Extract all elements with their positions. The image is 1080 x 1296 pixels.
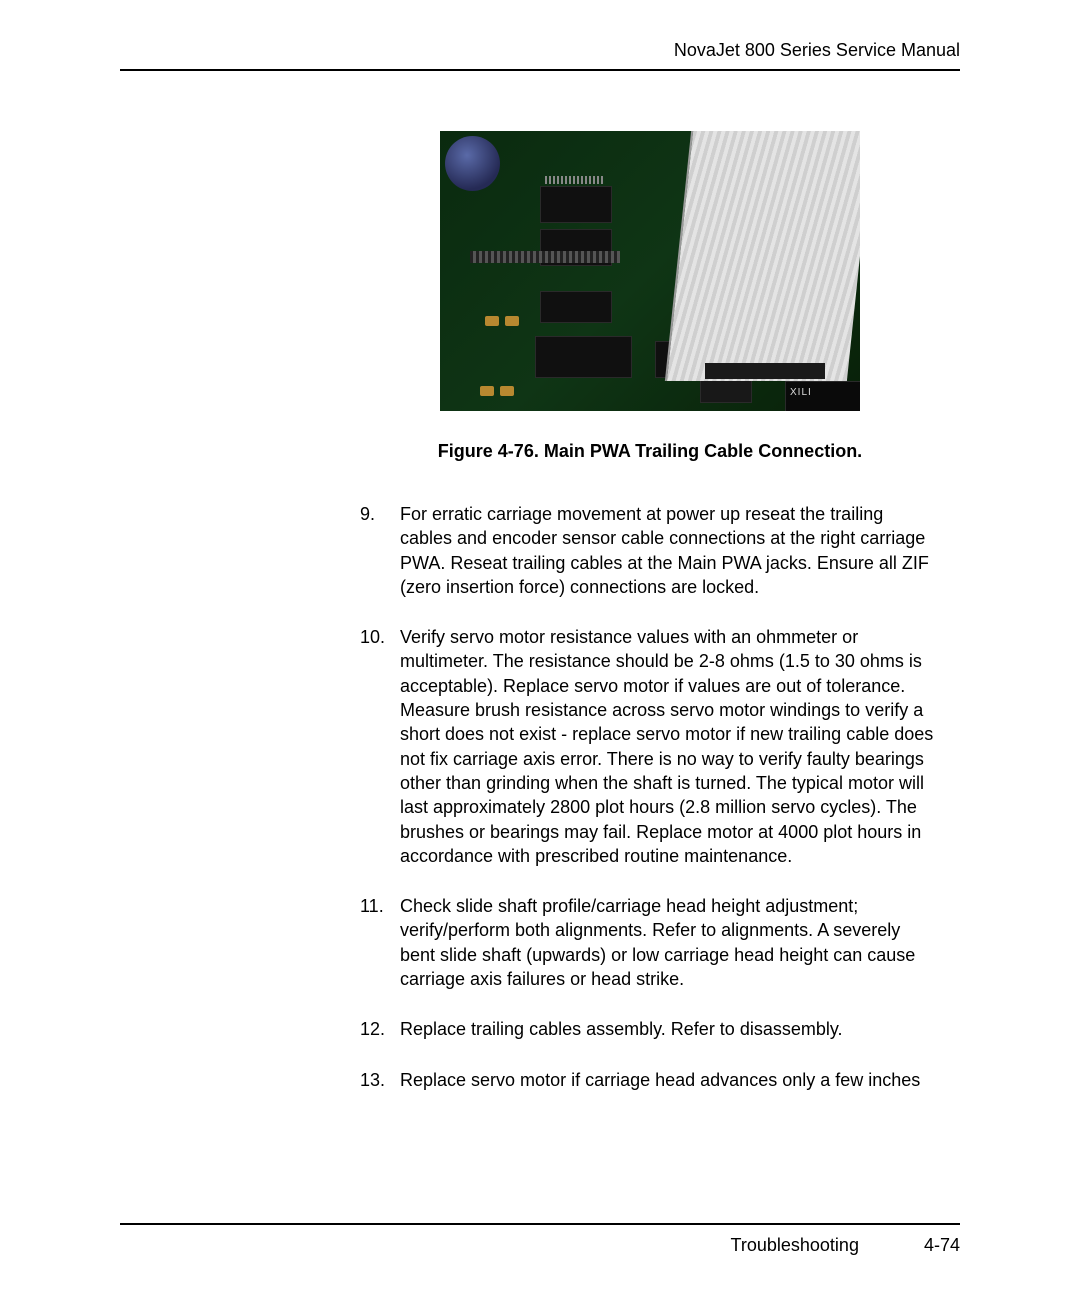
header-title: NovaJet 800 Series Service Manual bbox=[674, 40, 960, 60]
document-page: NovaJet 800 Series Service Manual XILI F… bbox=[0, 0, 1080, 1296]
ic-chip bbox=[540, 186, 612, 223]
ic-chip bbox=[535, 336, 632, 378]
steps-list: For erratic carriage movement at power u… bbox=[360, 502, 940, 1092]
step-9: For erratic carriage movement at power u… bbox=[360, 502, 940, 599]
smd-cap bbox=[505, 316, 519, 326]
xilinx-label: XILI bbox=[790, 387, 812, 398]
page-footer: Troubleshooting 4-74 bbox=[120, 1223, 960, 1256]
footer-section: Troubleshooting bbox=[731, 1235, 859, 1255]
smd-cap bbox=[480, 386, 494, 396]
step-text: Replace servo motor if carriage head adv… bbox=[400, 1070, 920, 1090]
ribbon-connector bbox=[705, 363, 825, 379]
step-text: For erratic carriage movement at power u… bbox=[400, 504, 929, 597]
ribbon-cable bbox=[665, 131, 860, 381]
footer-page-number: 4-74 bbox=[924, 1235, 960, 1255]
step-12: Replace trailing cables assembly. Refer … bbox=[360, 1017, 940, 1041]
content-area: XILI Figure 4-76. Main PWA Trailing Cabl… bbox=[360, 131, 940, 1092]
page-header: NovaJet 800 Series Service Manual bbox=[120, 40, 960, 71]
step-text: Check slide shaft profile/carriage head … bbox=[400, 896, 915, 989]
figure-image: XILI bbox=[440, 131, 860, 411]
figure-caption: Figure 4-76. Main PWA Trailing Cable Con… bbox=[360, 441, 940, 462]
step-10: Verify servo motor resistance values wit… bbox=[360, 625, 940, 868]
smd-cap bbox=[500, 386, 514, 396]
connector-row bbox=[470, 251, 620, 263]
ic-chip bbox=[540, 291, 612, 323]
step-text: Verify servo motor resistance values wit… bbox=[400, 627, 933, 866]
capacitor-blue bbox=[445, 136, 500, 191]
chip-pins bbox=[545, 176, 605, 184]
step-11: Check slide shaft profile/carriage head … bbox=[360, 894, 940, 991]
step-text: Replace trailing cables assembly. Refer … bbox=[400, 1019, 843, 1039]
smd-cap bbox=[485, 316, 499, 326]
step-13: Replace servo motor if carriage head adv… bbox=[360, 1068, 940, 1092]
